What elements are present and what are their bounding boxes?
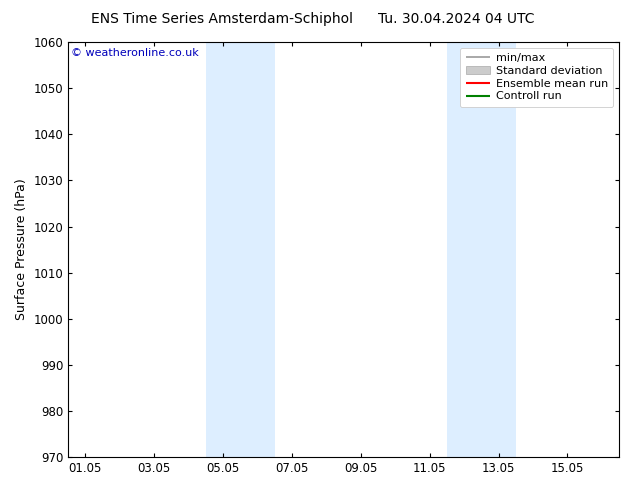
Bar (206, 42, 275, 457)
Y-axis label: Surface Pressure (hPa): Surface Pressure (hPa) (15, 179, 28, 320)
Bar (447, 42, 515, 457)
Text: ENS Time Series Amsterdam-Schiphol: ENS Time Series Amsterdam-Schiphol (91, 12, 353, 26)
Legend: min/max, Standard deviation, Ensemble mean run, Controll run: min/max, Standard deviation, Ensemble me… (460, 48, 614, 107)
Text: Tu. 30.04.2024 04 UTC: Tu. 30.04.2024 04 UTC (378, 12, 534, 26)
Text: © weatheronline.co.uk: © weatheronline.co.uk (71, 49, 198, 58)
